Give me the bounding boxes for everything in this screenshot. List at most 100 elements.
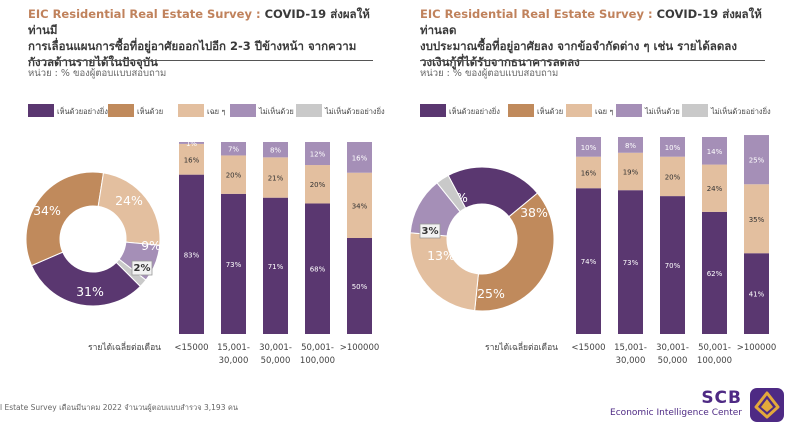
bar-value-label: 20%: [310, 181, 326, 189]
bar-value-label: 62%: [707, 270, 723, 278]
left-legend: เห็นด้วยอย่างยิ่ง เห็นด้วย เฉย ๆ ไม่เห็น…: [28, 103, 408, 119]
bar-segment: [221, 193, 246, 334]
bar-segment: [263, 197, 288, 334]
left-panel: EIC Residential Real Estate Survey : COV…: [0, 0, 400, 400]
bar-segment: [305, 142, 330, 166]
bar-segment: [660, 137, 685, 157]
bar-segment: [263, 157, 288, 198]
donut-slice: [30, 251, 142, 307]
right-legend: เห็นด้วยอย่างยิ่ง เห็นด้วย เฉย ๆ ไม่เห็น…: [420, 103, 800, 119]
bar-value-label: 8%: [625, 142, 636, 150]
left-title-rule: [28, 60, 373, 61]
x-tick-label: 15,001-: [217, 343, 250, 353]
bar-segment: [702, 211, 727, 334]
bar-segment: [347, 172, 372, 238]
x-tick-label: 50,001-: [698, 343, 731, 353]
bar-segment: [702, 137, 727, 165]
scb-emblem-icon: [750, 388, 784, 422]
logo-scb-text: SCB: [701, 388, 742, 408]
legend-swatch: [108, 104, 134, 117]
scb-eic-logo: SCB Economic Intelligence Center: [606, 386, 786, 426]
bar-value-label: 35%: [749, 216, 765, 224]
bar-value-label: 34%: [352, 202, 368, 210]
left-title-line-3: กังวลด้านรายได้ในปัจจุบัน: [28, 55, 158, 69]
legend-swatch: [508, 104, 534, 117]
donut-slice-label: 34%: [33, 203, 61, 218]
legend-swatch: [616, 104, 642, 117]
donut-callout-box: [419, 223, 441, 239]
x-axis-label: รายได้เฉลี่ยต่อเดือน: [88, 341, 161, 353]
x-tick-label: 30,001-: [259, 343, 292, 353]
bar-segment: [305, 203, 330, 334]
bar-value-label: 7%: [228, 146, 239, 154]
bar-value-label: 10%: [581, 144, 597, 152]
legend-swatch: [420, 104, 446, 117]
donut-slice: [409, 232, 479, 312]
donut-slice-label: 13%: [427, 248, 455, 263]
bar-value-label: 1%: [186, 140, 197, 148]
x-tick-label: <15000: [174, 343, 208, 353]
bar-segment: [618, 190, 643, 334]
bar-segment: [618, 137, 643, 153]
bar-segment: [221, 142, 246, 156]
bar-segment: [576, 188, 601, 334]
bar-value-label: 20%: [226, 172, 242, 180]
bar-value-label: 16%: [581, 169, 597, 177]
bar-value-label: 83%: [184, 251, 200, 259]
bar-value-label: 24%: [707, 185, 723, 193]
legend-swatch: [296, 104, 322, 117]
donut-slice: [474, 192, 555, 312]
right-charts-svg: 22%38%25%13%3%74%16%10%<1500073%19%8%15,…: [409, 135, 777, 366]
legend-swatch: [178, 104, 204, 117]
bar-value-label: 19%: [623, 168, 639, 176]
bar-segment: [660, 156, 685, 197]
donut-slice-label: 25%: [477, 286, 505, 301]
bar-value-label: 73%: [226, 261, 242, 269]
x-tick-label: >100000: [340, 343, 380, 353]
bar-value-label: 16%: [184, 156, 200, 164]
bar-segment: [744, 135, 769, 185]
right-panel: EIC Residential Real Estate Survey : COV…: [400, 0, 800, 400]
legend-swatch: [566, 104, 592, 117]
bar-value-label: 73%: [623, 259, 639, 267]
bar-value-label: 70%: [665, 262, 681, 270]
x-tick-label: 50,001-: [301, 343, 334, 353]
bar-segment: [347, 142, 372, 173]
bar-value-label: 21%: [268, 175, 284, 183]
left-title-brand: EIC Residential Real Estate Survey :: [28, 7, 261, 21]
x-tick-label: 50,000: [261, 356, 291, 366]
bar-segment: [660, 196, 685, 334]
bar-segment: [347, 238, 372, 334]
right-title-line-1: COVID-19 ส่งผลให้ท่านลด: [420, 7, 762, 37]
x-tick-label: 30,000: [616, 356, 646, 366]
x-tick-label: 100,000: [697, 356, 732, 366]
bar-value-label: 25%: [749, 157, 765, 165]
x-tick-label: 30,001-: [656, 343, 689, 353]
left-title-line-1: COVID-19 ส่งผลให้ท่านมี: [28, 7, 370, 37]
left-title: EIC Residential Real Estate Survey : COV…: [28, 6, 378, 70]
right-title: EIC Residential Real Estate Survey : COV…: [420, 6, 770, 70]
bar-value-label: 74%: [581, 258, 597, 266]
right-title-line-3: วงเงินกู้ที่ได้รับจากธนาคารลดลง: [420, 55, 580, 69]
x-tick-label: >100000: [737, 343, 777, 353]
donut-slice: [25, 171, 105, 267]
donut-slice: [115, 258, 147, 288]
bar-value-label: 12%: [310, 151, 326, 159]
x-tick-label: 30,000: [219, 356, 249, 366]
bar-segment: [576, 156, 601, 189]
bar-segment: [179, 174, 204, 334]
bar-value-label: 71%: [268, 263, 284, 271]
footer-source-note: l Estate Survey เดือนมีนาคม 2022 จำนวนผู…: [0, 403, 238, 412]
bar-segment: [702, 164, 727, 212]
bar-value-label: 10%: [665, 144, 681, 152]
donut-slice-label: 24%: [115, 193, 143, 208]
bar-segment: [744, 184, 769, 254]
bar-segment: [618, 152, 643, 191]
bar-value-label: 16%: [352, 154, 368, 162]
x-tick-label: 15,001-: [614, 343, 647, 353]
bar-segment: [305, 165, 330, 204]
bar-value-label: 68%: [310, 266, 326, 274]
legend-swatch: [230, 104, 256, 117]
bar-value-label: 8%: [270, 147, 281, 155]
donut-slice: [97, 172, 161, 246]
